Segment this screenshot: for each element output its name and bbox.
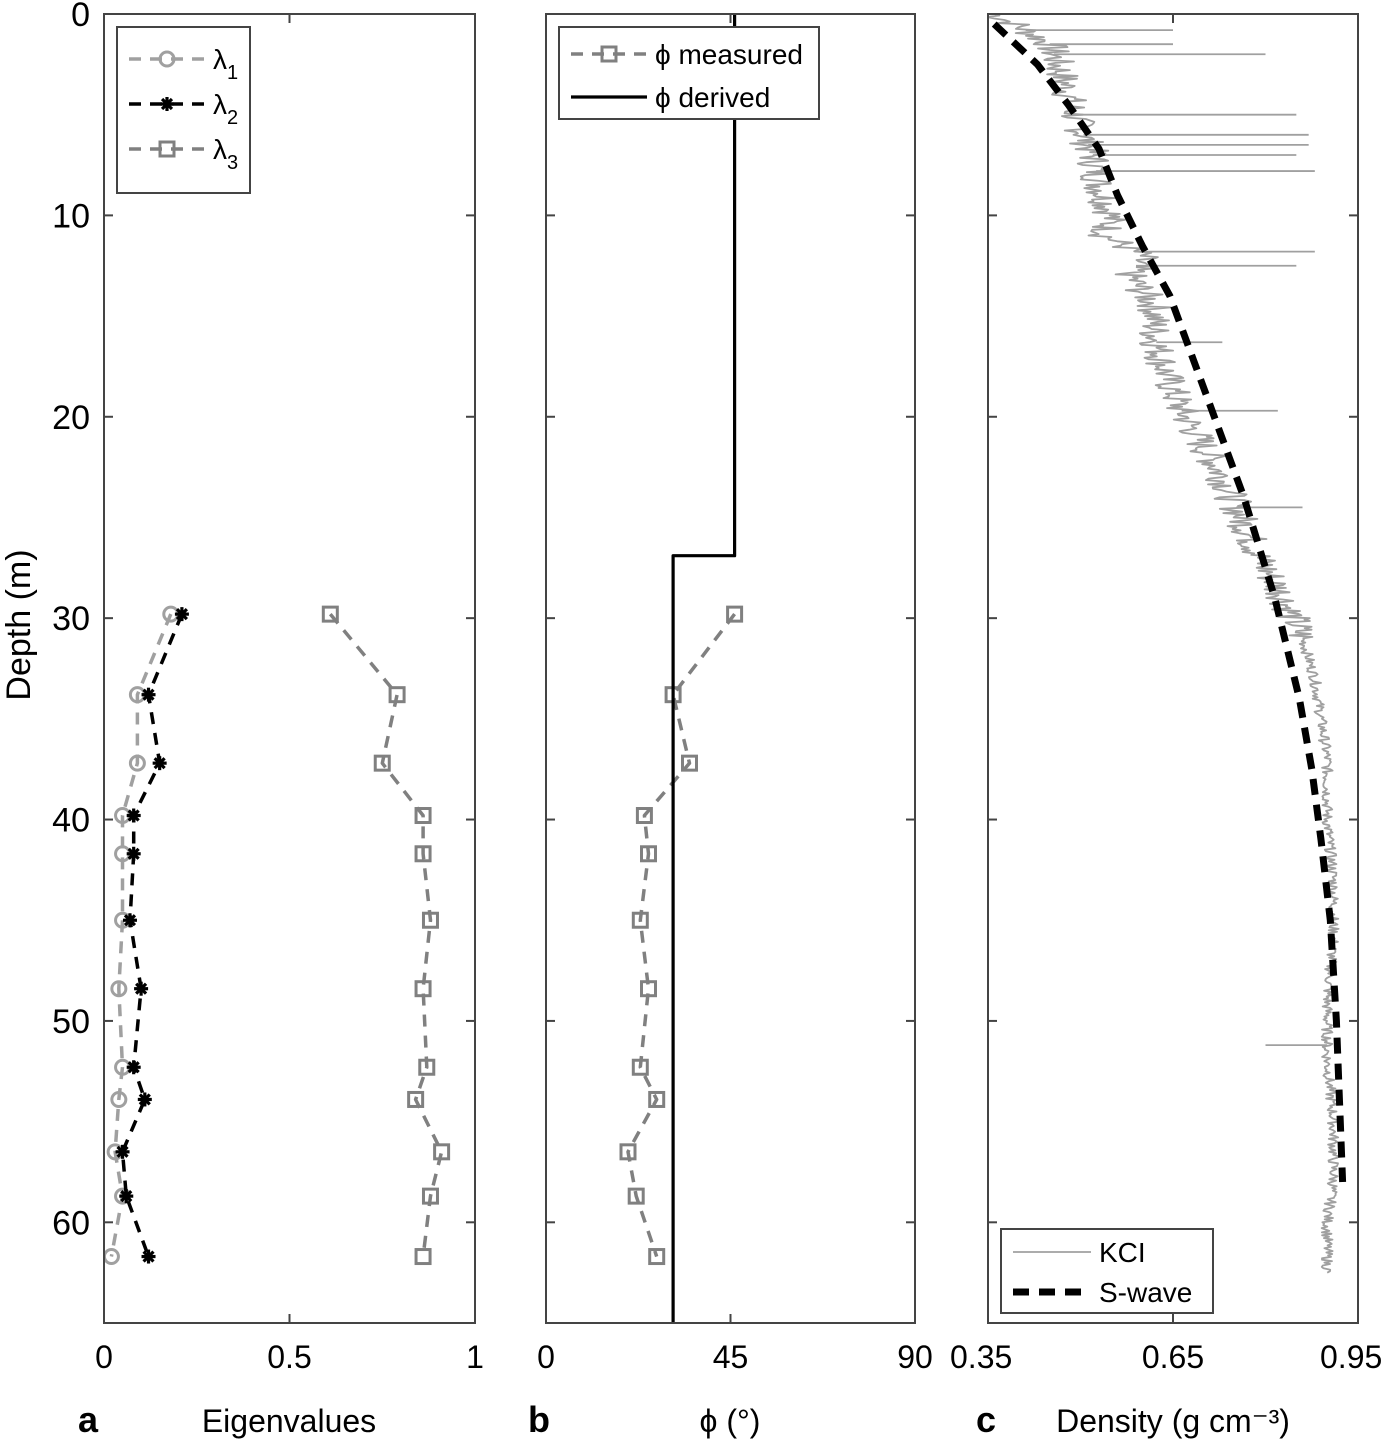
panel-b-series-0-point <box>627 1187 645 1205</box>
y-tick-label: 10 <box>52 197 90 235</box>
panel-c-xlabel: Density (g cm⁻³) <box>1056 1403 1290 1439</box>
panel-a-series-1-point <box>134 981 149 996</box>
panel-b-legend-label: ϕ derived <box>655 82 770 113</box>
panel-a-legend-marker <box>158 50 176 68</box>
panel-a-series <box>104 605 451 1266</box>
panel-b-legend: ϕ measured ϕ derived <box>558 26 820 120</box>
panel-b-series-0-point <box>648 1090 666 1108</box>
panel-a-series-2-point <box>414 1248 432 1266</box>
panel-a-series-2-point <box>321 605 339 623</box>
panel-a-series-0-point <box>104 1248 120 1266</box>
x-tick-label: 45 <box>713 1339 749 1375</box>
y-axis-label: Depth (m) <box>0 549 38 700</box>
panel-b-series-0-point <box>631 911 649 929</box>
panel-b-series <box>619 14 744 1323</box>
panel-c-legend: KCI S-wave <box>1000 1228 1214 1314</box>
x-tick-label: 0.5 <box>267 1339 311 1375</box>
panel-a-legend-marker <box>160 97 174 111</box>
panel-b-ticks: 0 45 90 <box>537 13 933 1375</box>
x-tick-label: 0 <box>537 1339 555 1375</box>
panel-c-series <box>988 14 1347 1274</box>
panel-b-legend-marker <box>600 45 618 63</box>
panel-a-series-1-line <box>120 613 184 1258</box>
y-tick-label: 50 <box>52 1003 90 1041</box>
panel-a-series-2-point <box>414 845 432 863</box>
panel-c-letter: c <box>976 1399 996 1440</box>
panel-a-series-0-point <box>128 754 146 772</box>
panel-a-series-1-point <box>126 1060 141 1075</box>
panel-a-series-2-point <box>388 686 406 704</box>
panel-a-letter: a <box>78 1399 99 1440</box>
panel-b-series-0-line <box>626 613 736 1258</box>
panel-a-series-1-point <box>126 808 141 823</box>
x-tick-label: 0.95 <box>1320 1339 1382 1375</box>
panel-a-xlabel: Eigenvalues <box>202 1403 376 1439</box>
y-tick-label: 40 <box>52 802 90 840</box>
panel-a-legend-marker <box>158 140 176 158</box>
x-tick-label: 1 <box>466 1339 484 1375</box>
panel-a-series-1-point <box>141 1249 156 1264</box>
panel-a-series-2-point <box>407 1090 425 1108</box>
y-tick-label: 20 <box>52 399 90 437</box>
panel-a-series-2-point <box>433 1143 451 1161</box>
y-tick-label: 30 <box>52 600 90 638</box>
panel-b-series-0-point <box>635 807 653 825</box>
panel-a-series-2-point <box>414 980 432 998</box>
panel-a-series-1-point <box>137 1092 152 1107</box>
panel-b-series-1-line <box>671 14 737 1323</box>
x-tick-label: 90 <box>897 1339 933 1375</box>
x-tick-label: 0.65 <box>1142 1339 1204 1375</box>
panel-a-ticks: 0 10 20 30 40 50 60 0 0.5 1 <box>52 0 484 1375</box>
panel-a-series-1-point <box>115 1144 130 1159</box>
panel-b-legend-box <box>558 26 820 120</box>
x-tick-label: 0.35 <box>950 1339 1012 1375</box>
panel-a-series-0-line <box>109 613 173 1257</box>
x-tick-label: 0 <box>95 1339 113 1375</box>
panel-b-frame <box>545 13 916 1324</box>
panel-c-ticks: 0.35 0.65 0.95 <box>950 13 1382 1375</box>
panel-a-legend-box <box>116 26 251 194</box>
panel-b-series-0-point <box>640 845 657 863</box>
y-tick-label: 0 <box>71 0 90 34</box>
panel-b-letter: b <box>528 1399 550 1440</box>
panel-a-series-1-point <box>141 687 156 702</box>
panel-c-frame <box>987 13 1359 1324</box>
panel-b-series-0-point <box>681 754 698 772</box>
panel-a-series-2-point <box>418 1058 436 1076</box>
panel-b-series-0-point <box>619 1143 637 1161</box>
panel-b-series-0-point <box>648 1248 666 1266</box>
legend-subscript: 2 <box>227 107 238 129</box>
panel-c-series-1-line <box>991 21 1347 1183</box>
panel-a-series-0-point <box>110 1090 128 1108</box>
panel-a-series-2-point <box>373 754 391 772</box>
panel-c-chart: 0.35 0.65 0.95 c Density (g cm⁻³) KCI S-wav… <box>950 13 1382 1440</box>
panel-b-xlabel: ϕ (°) <box>700 1403 761 1439</box>
panel-c-series-0-line <box>988 14 1340 1274</box>
panel-a-series-1-point <box>119 1189 134 1204</box>
panel-a-series-2-point <box>414 807 432 825</box>
panel-c-legend-label: KCI <box>1099 1237 1146 1268</box>
panel-c-legend-label: S-wave <box>1099 1277 1192 1308</box>
panel-a-series-2-point <box>421 1187 439 1205</box>
panel-a-series-1-point <box>122 913 137 928</box>
panel-a-series-1-point <box>174 607 189 622</box>
panel-a-series-2-point <box>421 911 439 929</box>
panel-b-series-0-point <box>726 605 744 623</box>
panel-a-series-0-point <box>110 980 128 998</box>
panel-a-series-2-line <box>328 612 444 1257</box>
panel-b-legend-label: ϕ measured <box>655 39 803 70</box>
legend-subscript: 3 <box>227 152 238 174</box>
panel-b-series-0-point <box>631 1058 649 1076</box>
panel-a-series-1-point <box>152 756 167 771</box>
panel-a-series-1-point <box>126 846 141 861</box>
panel-b-series-0-point <box>640 980 657 998</box>
legend-subscript: 1 <box>227 62 238 84</box>
panel-c-legend-box <box>1000 1228 1214 1314</box>
panel-b-chart: 0 45 90 b ϕ (°) ϕ measured ϕ derived <box>528 13 933 1440</box>
y-tick-label: 60 <box>52 1204 90 1242</box>
panel-a-frame <box>103 13 476 1324</box>
